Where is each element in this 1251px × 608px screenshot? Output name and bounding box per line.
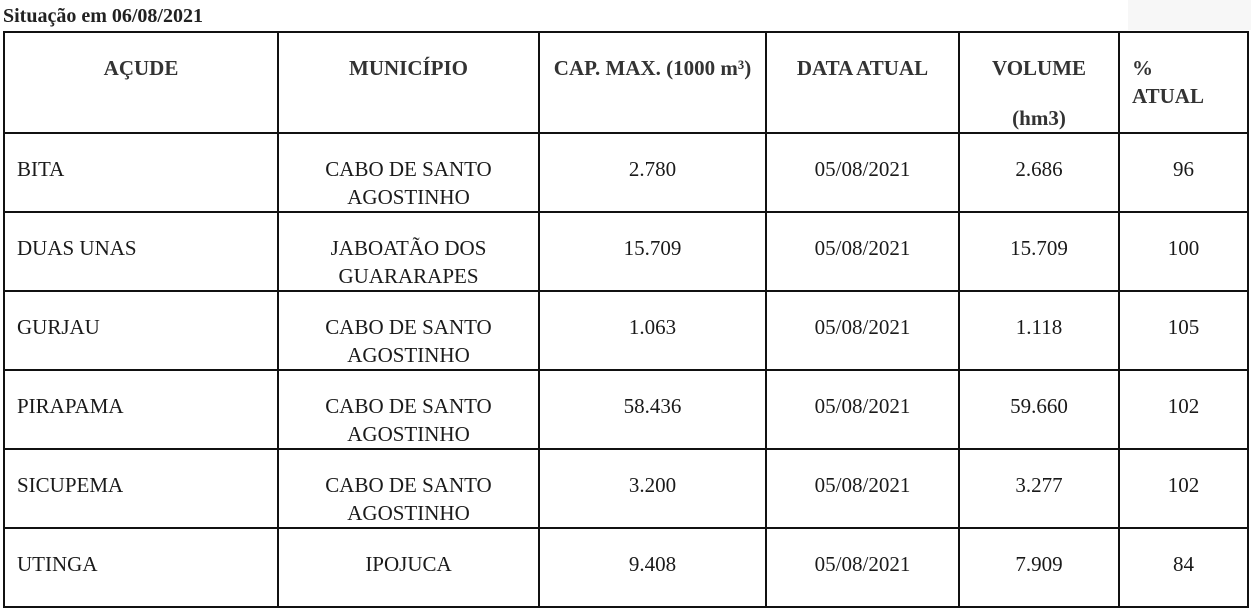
table-row: GURJAU CABO DE SANTO AGOSTINHO 1.063 05/08/… [3,290,1249,371]
cell-acude: UTINGA [3,527,279,608]
header-data-atual: DATA ATUAL [765,31,960,134]
cell-cap-max: 15.709 [538,211,767,292]
cell-volume: 7.909 [958,527,1120,608]
cell-acude: BITA [3,132,279,213]
header-volume: VOLUME (hm3) [958,31,1120,134]
header-pct-line2: ATUAL [1132,84,1204,108]
cell-cap-max: 2.780 [538,132,767,213]
cell-municipio: CABO DE SANTO AGOSTINHO [277,448,540,529]
table-row: BITA CABO DE SANTO AGOSTINHO 2.780 05/08/20… [3,132,1249,213]
header-pct-atual: % ATUAL [1118,31,1249,134]
table-header-row: AÇUDE MUNICÍPIO CAP. MAX. (1000 m³) DATA… [3,31,1249,134]
cell-pct-atual: 102 [1118,448,1249,529]
cell-cap-max: 9.408 [538,527,767,608]
cell-pct-atual: 102 [1118,369,1249,450]
header-volume-line1: VOLUME [991,56,1087,80]
background-strip [1128,0,1251,30]
header-municipio: MUNICÍPIO [277,31,540,134]
header-volume-line2: (hm3) [1012,106,1066,130]
header-acude: AÇUDE [3,31,279,134]
cell-municipio: IPOJUCA [277,527,540,608]
cell-acude: GURJAU [3,290,279,371]
cell-volume: 2.686 [958,132,1120,213]
cell-pct-atual: 100 [1118,211,1249,292]
cell-municipio: CABO DE SANTO AGOSTINHO [277,290,540,371]
page-title: Situação em 06/08/2021 [3,5,203,27]
cell-data-atual: 05/08/2021 [765,290,960,371]
table-row: UTINGA IPOJUCA 9.408 05/08/2021 7.909 84 [3,527,1249,608]
cell-data-atual: 05/08/2021 [765,211,960,292]
cell-cap-max: 58.436 [538,369,767,450]
table-row: DUAS UNAS JABOATÃO DOS GUARARAPES 15.709 05… [3,211,1249,292]
cell-acude: DUAS UNAS [3,211,279,292]
cell-volume: 15.709 [958,211,1120,292]
cell-municipio: CABO DE SANTO AGOSTINHO [277,369,540,450]
cell-data-atual: 05/08/2021 [765,369,960,450]
header-cap-max: CAP. MAX. (1000 m³) [538,31,767,134]
cell-cap-max: 1.063 [538,290,767,371]
table-row: SICUPEMA CABO DE SANTO AGOSTINHO 3.200 05/0… [3,448,1249,529]
cell-data-atual: 05/08/2021 [765,527,960,608]
cell-volume: 3.277 [958,448,1120,529]
cell-pct-atual: 96 [1118,132,1249,213]
reservoir-table: AÇUDE MUNICÍPIO CAP. MAX. (1000 m³) DATA… [3,31,1249,608]
cell-data-atual: 05/08/2021 [765,132,960,213]
table-row: PIRAPAMA CABO DE SANTO AGOSTINHO 58.436 05/… [3,369,1249,450]
cell-pct-atual: 84 [1118,527,1249,608]
cell-acude: PIRAPAMA [3,369,279,450]
cell-data-atual: 05/08/2021 [765,448,960,529]
cell-municipio: JABOATÃO DOS GUARARAPES [277,211,540,292]
cell-volume: 59.660 [958,369,1120,450]
cell-acude: SICUPEMA [3,448,279,529]
cell-municipio: CABO DE SANTO AGOSTINHO [277,132,540,213]
cell-volume: 1.118 [958,290,1120,371]
cell-cap-max: 3.200 [538,448,767,529]
cell-pct-atual: 105 [1118,290,1249,371]
header-pct-line1: % [1132,56,1153,80]
